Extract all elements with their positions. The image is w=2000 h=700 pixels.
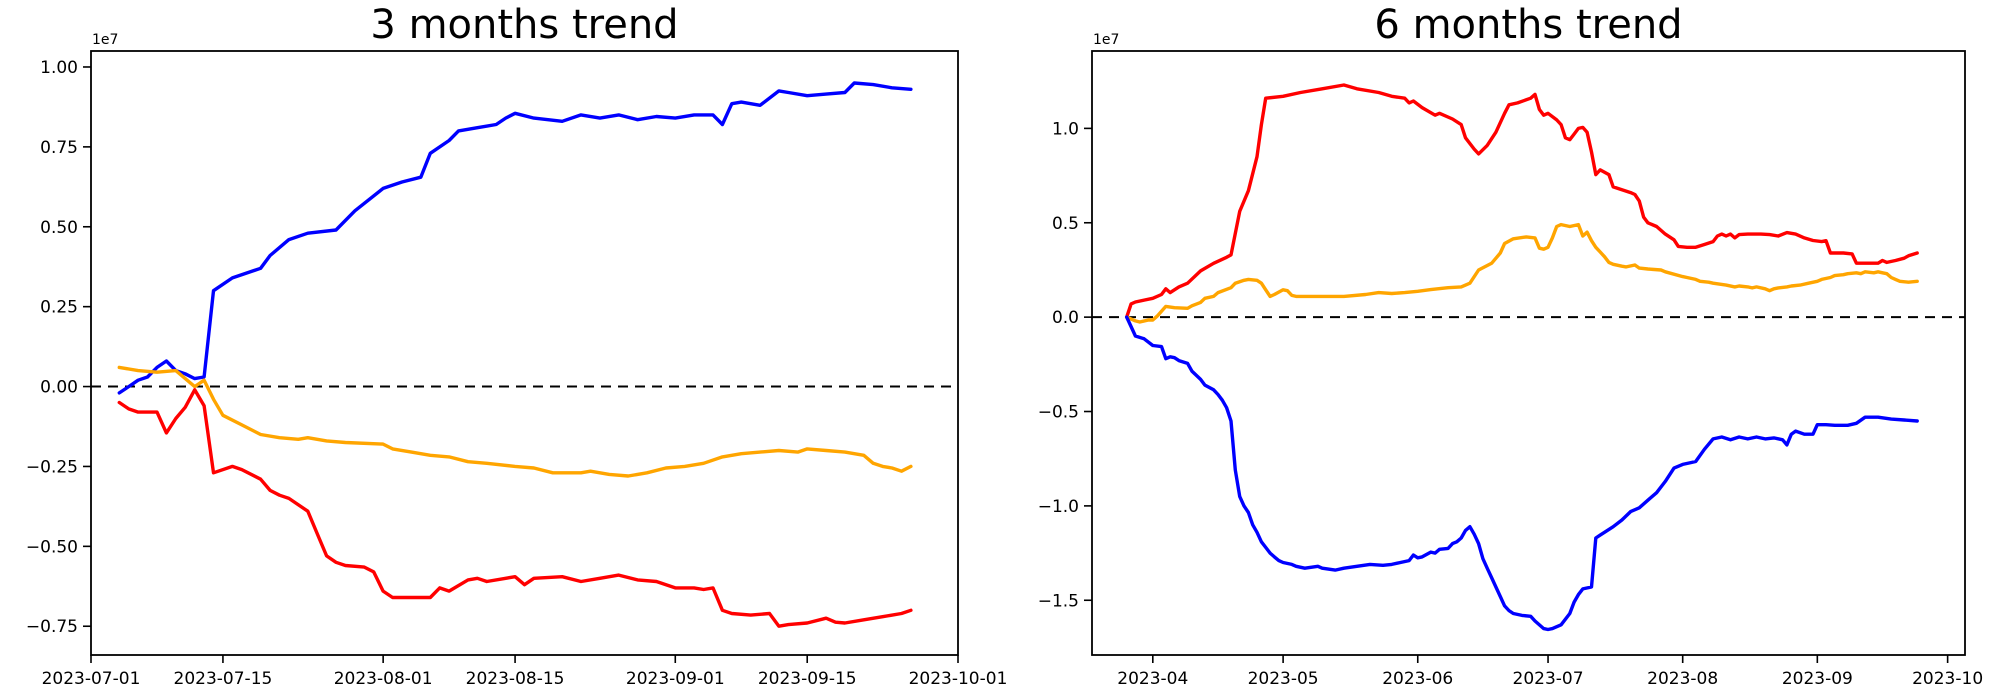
x-tick-label: 2023-07-15 xyxy=(174,669,273,689)
chart-title-6-months-trend: 6 months trend xyxy=(1374,2,1683,48)
y-tick-label: −0.50 xyxy=(26,537,78,557)
series-line-blue xyxy=(1124,315,1919,632)
x-tick-label: 2023-10-01 xyxy=(909,669,1008,689)
y-tick-label: −0.5 xyxy=(1038,403,1079,423)
y-tick-label: 0.00 xyxy=(40,378,78,398)
y-tick-label: −1.5 xyxy=(1038,591,1079,611)
plot-frame xyxy=(1091,50,1966,656)
y-tick-label: 0.50 xyxy=(40,218,78,238)
x-tick-label: 2023-09-15 xyxy=(758,669,857,689)
y-tick-label: −0.75 xyxy=(26,617,78,637)
x-tick-label: 2023-06 xyxy=(1382,669,1453,689)
y-axis-offset-label-left: 1e7 xyxy=(92,32,119,48)
x-tick-label: 2023-05 xyxy=(1248,669,1319,689)
plot-frame xyxy=(90,50,959,656)
series-line-orange xyxy=(1124,222,1919,324)
series-line-red xyxy=(117,388,913,628)
y-axis-offset-label-right: 1e7 xyxy=(1093,32,1120,48)
x-tick-label: 2023-07-01 xyxy=(42,669,141,689)
x-tick-label: 2023-08-15 xyxy=(466,669,565,689)
y-tick-label: 0.5 xyxy=(1052,214,1079,234)
series-line-red xyxy=(1124,83,1919,319)
y-tick-label: 1.0 xyxy=(1052,119,1079,139)
x-tick-label: 2023-08 xyxy=(1647,669,1718,689)
chart-title-3-months-trend: 3 months trend xyxy=(370,2,679,48)
y-tick-label: 1.00 xyxy=(40,58,78,78)
x-tick-label: 2023-10 xyxy=(1912,669,1983,689)
x-tick-label: 2023-09 xyxy=(1782,669,1853,689)
series-line-blue xyxy=(117,81,913,395)
y-tick-label: −1.0 xyxy=(1038,497,1079,517)
y-tick-label: 0.75 xyxy=(40,138,78,158)
x-tick-label: 2023-09-01 xyxy=(626,669,725,689)
series-line-orange xyxy=(117,365,913,478)
x-tick-label: 2023-04 xyxy=(1117,669,1188,689)
x-tick-label: 2023-07 xyxy=(1513,669,1584,689)
y-tick-label: 0.0 xyxy=(1052,308,1079,328)
y-tick-label: 0.25 xyxy=(40,298,78,318)
x-tick-label: 2023-08-01 xyxy=(334,669,433,689)
y-tick-label: −0.25 xyxy=(26,457,78,477)
